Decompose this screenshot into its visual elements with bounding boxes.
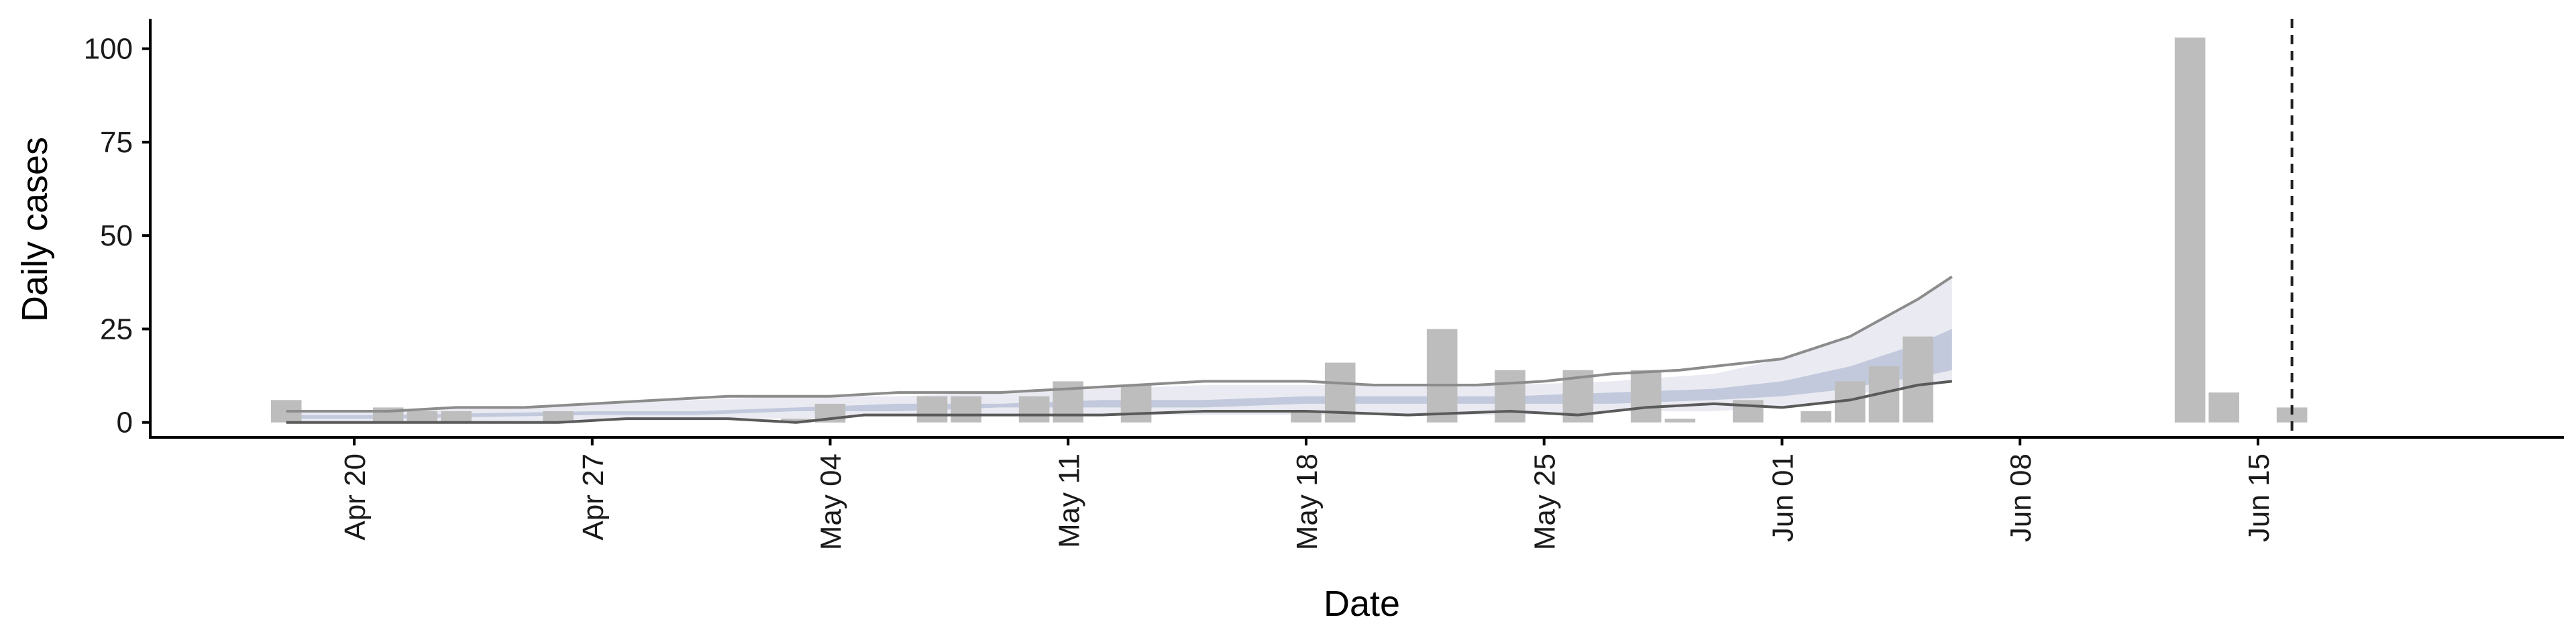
bar — [1664, 419, 1696, 423]
y-axis-title: Daily cases — [15, 137, 55, 322]
y-tick-label: 0 — [117, 407, 133, 439]
bar — [1426, 329, 1458, 423]
ribbon-inner-interval — [286, 329, 1952, 419]
bar — [1120, 385, 1152, 423]
line-lower-bound — [286, 380, 1953, 424]
bar — [1902, 336, 1933, 423]
bar — [543, 411, 574, 423]
y-ticks: 0 25 50 75 100 — [84, 33, 150, 439]
bar — [1733, 400, 1764, 423]
x-axis-title: Date — [1324, 584, 1400, 624]
bar — [1630, 370, 1662, 423]
x-tick-label: May 18 — [1291, 453, 1324, 550]
bar — [1495, 370, 1525, 423]
line-upper-bound — [286, 275, 1953, 413]
x-tick-label: Apr 27 — [577, 453, 610, 541]
y-tick-label: 100 — [84, 33, 133, 66]
bar-layer — [270, 37, 2308, 423]
ribbon-outer-interval — [286, 276, 1952, 423]
bar — [781, 419, 812, 423]
x-ticks: Apr 20 Apr 27 May 04 May 11 May 18 May 25 Jun … — [339, 437, 2275, 550]
y-tick-label: 50 — [100, 219, 133, 252]
bar — [951, 396, 981, 423]
bar — [2276, 407, 2308, 423]
ribbon-layer — [286, 276, 1952, 423]
x-tick-label: Jun 15 — [2243, 453, 2275, 542]
line-layer — [286, 275, 1953, 424]
x-tick-label: May 04 — [815, 453, 848, 550]
bar — [916, 396, 948, 423]
bar — [1291, 411, 1322, 423]
bar — [2174, 37, 2206, 423]
x-tick-label: Apr 20 — [339, 453, 372, 541]
bar — [1801, 411, 1831, 423]
x-tick-label: Jun 08 — [2004, 453, 2037, 542]
y-tick-label: 75 — [100, 126, 133, 159]
bar — [2208, 392, 2239, 423]
bar — [1018, 396, 1050, 423]
x-tick-label: May 25 — [1529, 453, 1562, 550]
x-tick-label: Jun 01 — [1766, 453, 1799, 542]
axis-layer — [149, 19, 2564, 439]
x-tick-label: May 11 — [1053, 453, 1085, 548]
bar — [407, 411, 438, 423]
bar — [441, 411, 472, 423]
y-tick-label: 25 — [100, 313, 133, 345]
